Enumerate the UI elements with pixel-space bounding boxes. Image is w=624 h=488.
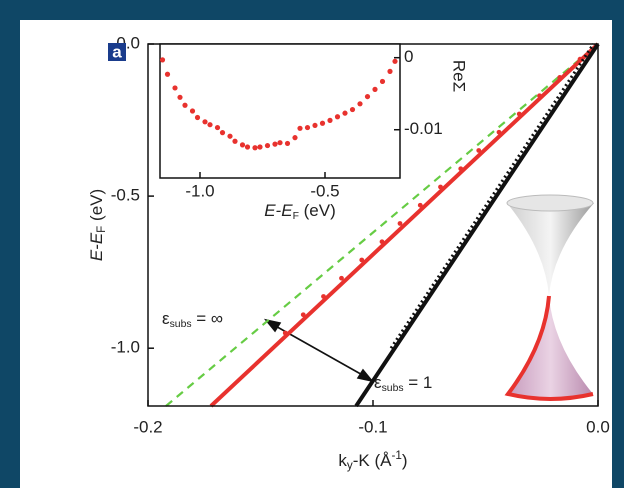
label-part: subs [170, 319, 192, 330]
data-point [398, 221, 403, 226]
x-tick-label: -0.2 [133, 417, 162, 436]
data-point [283, 331, 288, 336]
label-part: E-E [264, 201, 293, 220]
y-axis-label: E-EF (eV) [87, 189, 108, 261]
data-point [245, 144, 250, 149]
x-tick-label: -1.0 [185, 181, 214, 200]
label-part: F [95, 226, 108, 233]
data-point [380, 79, 385, 84]
data-point [232, 139, 237, 144]
data-point [297, 126, 302, 131]
data-point [380, 239, 385, 244]
data-point [172, 85, 177, 90]
data-point [359, 258, 364, 263]
page: -0.2-0.10.00.0-0.5-1.0aky-K (Å-1)E-EF (e… [0, 0, 624, 488]
data-point [220, 130, 225, 135]
x-tick-label: 0.0 [586, 417, 610, 436]
data-point [227, 134, 232, 139]
data-point [182, 103, 187, 108]
data-point [252, 145, 257, 150]
data-point [257, 144, 262, 149]
data-point [265, 143, 270, 148]
data-point [277, 140, 282, 145]
label-part: = ∞ [192, 309, 224, 328]
label-part: (eV) [87, 189, 106, 226]
data-point [537, 93, 542, 98]
data-point [240, 142, 245, 147]
data-point [301, 312, 306, 317]
label-part: = 1 [404, 373, 433, 392]
label-part: (eV) [299, 201, 336, 220]
data-point [517, 112, 522, 117]
x-tick-label: -0.1 [358, 417, 387, 436]
data-point [285, 141, 290, 146]
label-part: subs [382, 383, 404, 394]
data-point [320, 121, 325, 126]
data-point [215, 125, 220, 130]
y-tick-label: 0 [404, 47, 413, 66]
inset-frame [160, 44, 400, 178]
data-point [339, 276, 344, 281]
data-point [350, 107, 355, 112]
data-point [195, 115, 200, 120]
upper-cone-rim [507, 195, 593, 211]
label-part: -K (Å [353, 451, 392, 470]
data-point [418, 203, 423, 208]
data-point [458, 166, 463, 171]
data-point [312, 123, 317, 128]
x-tick-label: -0.5 [310, 181, 339, 200]
data-point [321, 294, 326, 299]
data-point [392, 59, 397, 64]
data-point [372, 87, 377, 92]
data-point [335, 114, 340, 119]
data-point [190, 108, 195, 113]
data-point [557, 75, 562, 80]
data-point [272, 142, 277, 147]
data-point [357, 101, 362, 106]
data-point [202, 119, 207, 124]
label-part: ) [402, 451, 408, 470]
data-point [165, 72, 170, 77]
data-point [305, 125, 310, 130]
data-point [497, 130, 502, 135]
label-part: -1 [392, 449, 402, 462]
data-point [365, 94, 370, 99]
data-point [342, 111, 347, 116]
figure: -0.2-0.10.00.0-0.5-1.0aky-K (Å-1)E-EF (e… [0, 0, 624, 488]
label-part: E-E [87, 232, 106, 261]
data-point [387, 69, 392, 74]
y-axis-label: ReΣ [450, 60, 469, 92]
data-point [438, 185, 443, 190]
inset [160, 44, 400, 178]
y-tick-label: -1.0 [111, 338, 140, 357]
y-tick-label: -0.5 [111, 186, 140, 205]
panel-label: a [112, 42, 122, 61]
data-point [327, 118, 332, 123]
data-point [292, 135, 297, 140]
x-axis-label: E-EF (eV) [264, 201, 336, 221]
data-point [476, 148, 481, 153]
data-point [207, 122, 212, 127]
y-tick-label: -0.01 [404, 119, 443, 138]
data-point [160, 57, 165, 62]
data-point [177, 95, 182, 100]
